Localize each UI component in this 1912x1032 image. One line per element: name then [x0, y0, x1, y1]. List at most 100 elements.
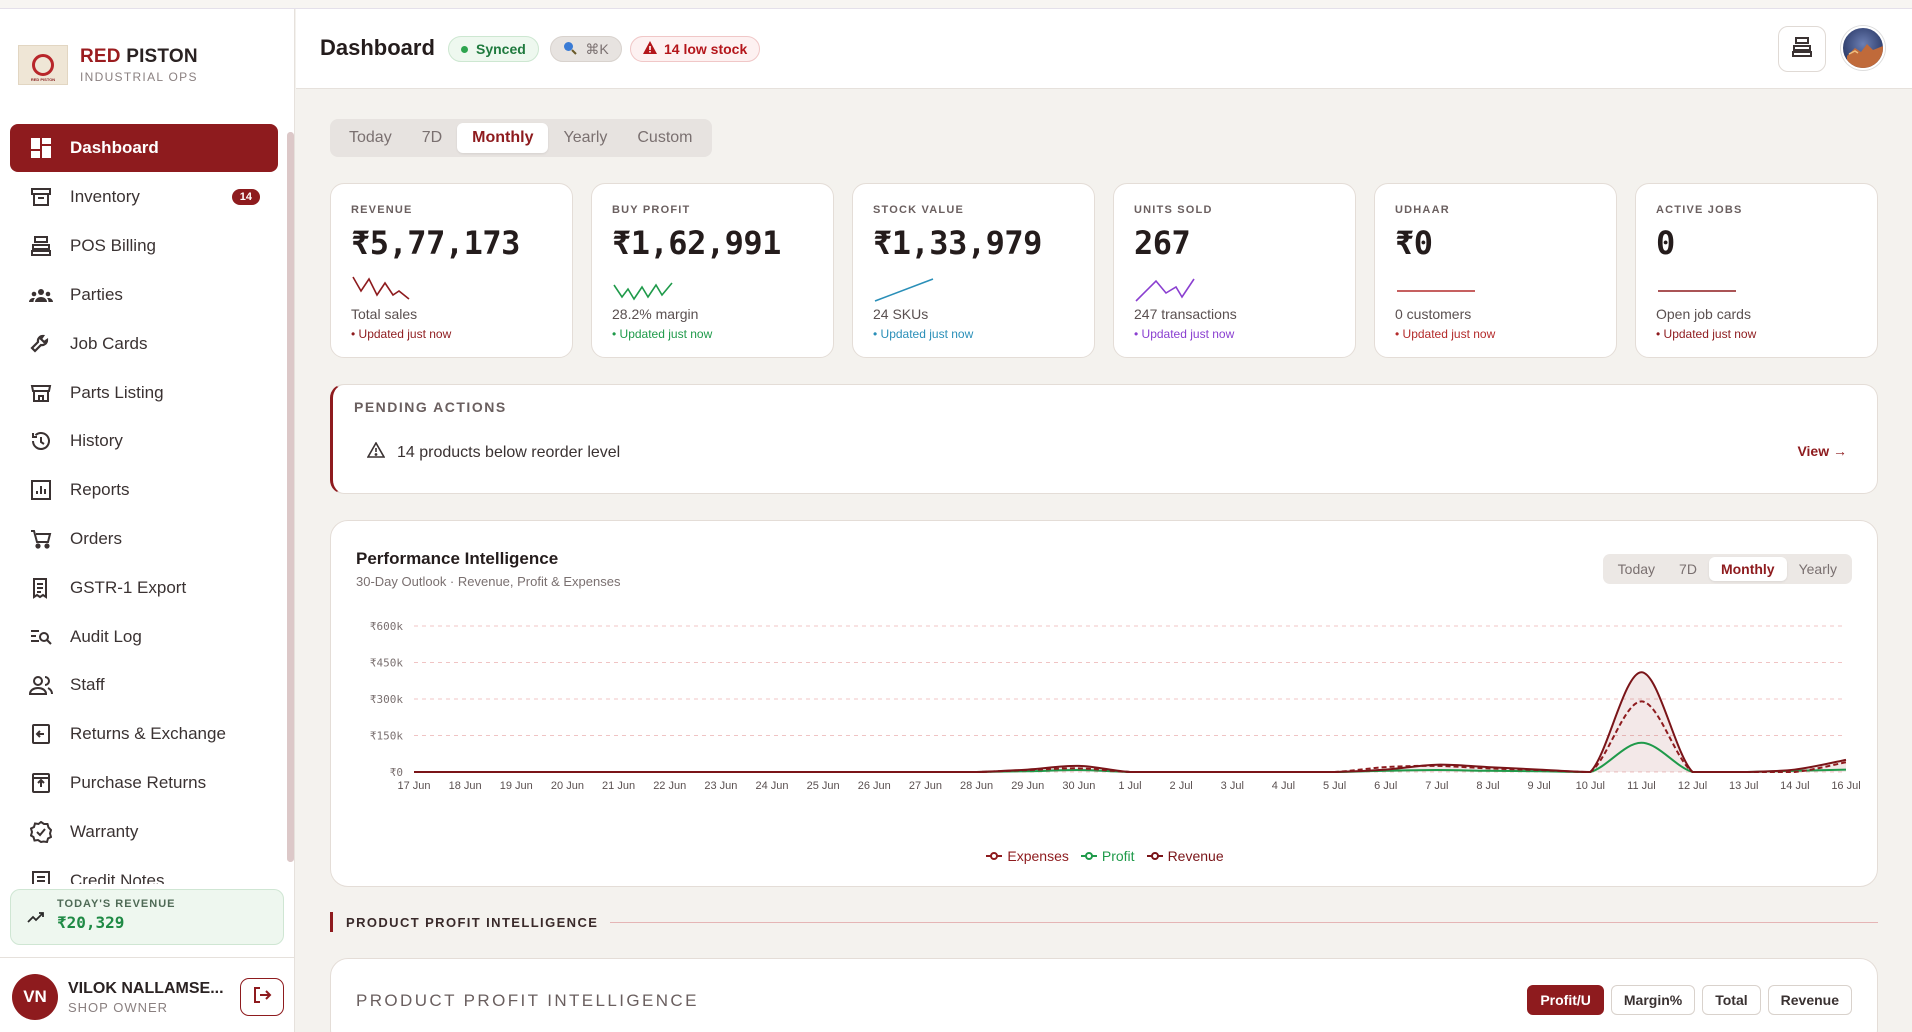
dashboard-icon: [28, 135, 54, 161]
period-tabs: Today 7D Monthly Yearly Custom: [330, 119, 712, 157]
kpi-subtext: 0 customers: [1395, 306, 1472, 322]
sidebar-item-orders[interactable]: Orders: [10, 515, 278, 564]
logout-icon: [252, 985, 272, 1010]
view-pending-link[interactable]: View →: [1797, 443, 1847, 459]
perf-tab-monthly[interactable]: Monthly: [1708, 557, 1787, 581]
sidebar-item-job-cards[interactable]: Job Cards: [10, 319, 278, 368]
kpi-card-udhaar[interactable]: UDHAAR ₹0 0 customers • Updated just now: [1374, 183, 1617, 358]
legend-expenses[interactable]: Expenses: [986, 848, 1069, 864]
x-tick-label: 22 Jun: [653, 780, 686, 792]
x-tick-label: 10 Jul: [1576, 780, 1605, 792]
y-tick-label: ₹150k: [370, 730, 403, 743]
cash-register-icon: [1791, 36, 1813, 63]
kpi-subtext: 28.2% margin: [612, 306, 699, 322]
bar-chart-icon: [28, 477, 54, 503]
kpi-updated: • Updated just now: [873, 327, 974, 341]
sidebar-item-label: Returns & Exchange: [70, 724, 226, 744]
tab-custom[interactable]: Custom: [637, 129, 693, 146]
search-button[interactable]: ⌘K: [550, 36, 622, 62]
x-tick-label: 18 Jun: [449, 780, 482, 792]
kpi-subtext: Open job cards: [1656, 306, 1751, 322]
sidebar-item-label: Audit Log: [70, 626, 142, 646]
perf-tab-yearly[interactable]: Yearly: [1798, 561, 1837, 577]
sidebar-item-audit-log[interactable]: Audit Log: [10, 612, 278, 661]
sidebar-item-credit-notes[interactable]: Credit Notes: [10, 856, 278, 884]
x-tick-label: 14 Jul: [1780, 780, 1809, 792]
sidebar-item-label: Orders: [70, 528, 122, 548]
x-tick-label: 17 Jun: [397, 780, 430, 792]
sidebar-item-staff[interactable]: Staff: [10, 661, 278, 710]
sidebar-item-history[interactable]: History: [10, 417, 278, 466]
sidebar: RED PISTON RED PISTON INDUSTRIAL OPS Das…: [0, 9, 295, 1032]
page-title: Dashboard: [320, 35, 435, 60]
todays-revenue-label: TODAY'S REVENUE: [57, 898, 176, 910]
kpi-label: ACTIVE JOBS: [1656, 204, 1743, 216]
brand-subtitle: INDUSTRIAL OPS: [80, 70, 198, 84]
revenue-button[interactable]: Revenue: [1767, 985, 1852, 1015]
kpi-card-units-sold[interactable]: UNITS SOLD 267 247 transactions • Update…: [1113, 183, 1356, 358]
total-button[interactable]: Total: [1702, 985, 1761, 1015]
todays-revenue-value: ₹20,329: [57, 913, 125, 932]
sidebar-scrollbar[interactable]: [287, 132, 294, 862]
series-line-revenue: [413, 671, 1847, 774]
sidebar-item-dashboard[interactable]: Dashboard: [10, 124, 278, 172]
tab-monthly[interactable]: Monthly: [457, 123, 549, 153]
sidebar-item-purchase-returns[interactable]: Purchase Returns: [10, 759, 278, 808]
x-tick-label: 29 Jun: [1011, 780, 1044, 792]
kpi-card-stock-value[interactable]: STOCK VALUE ₹1,33,979 24 SKUs • Updated …: [852, 183, 1095, 358]
user-role: SHOP OWNER: [68, 1000, 169, 1015]
sidebar-item-label: GSTR-1 Export: [70, 577, 187, 597]
pos-register-button[interactable]: [1778, 26, 1826, 72]
cash-register-icon: [28, 233, 54, 259]
sync-status-badge: Synced: [448, 36, 539, 62]
sidebar-item-parts-listing[interactable]: Parts Listing: [10, 368, 278, 417]
x-tick-label: 27 Jun: [909, 780, 942, 792]
warning-icon: [643, 41, 657, 57]
receipt-icon: [28, 575, 54, 601]
product-profit-card: PRODUCT PROFIT INTELLIGENCE Profit/U Mar…: [330, 958, 1878, 1032]
tab-today[interactable]: Today: [349, 129, 392, 146]
kpi-card-buy-profit[interactable]: BUY PROFIT ₹1,62,991 28.2% margin • Upda…: [591, 183, 834, 358]
kpi-updated: • Updated just now: [612, 327, 713, 341]
sidebar-item-inventory[interactable]: Inventory 14: [10, 173, 278, 222]
tab-7d[interactable]: 7D: [421, 129, 443, 146]
sidebar-item-label: Reports: [70, 480, 130, 500]
perf-tab-today[interactable]: Today: [1617, 561, 1656, 577]
x-tick-label: 6 Jul: [1374, 780, 1397, 792]
kpi-updated: • Updated just now: [1134, 327, 1235, 341]
kpi-label: STOCK VALUE: [873, 204, 965, 216]
x-tick-label: 7 Jul: [1425, 780, 1448, 792]
sidebar-item-warranty[interactable]: Warranty: [10, 807, 278, 856]
sidebar-item-gstr-1-export[interactable]: GSTR-1 Export: [10, 563, 278, 612]
kpi-value: 0: [1656, 224, 1675, 262]
brand[interactable]: RED PISTON RED PISTON INDUSTRIAL OPS: [18, 45, 198, 85]
logout-button[interactable]: [240, 978, 284, 1016]
sidebar-item-pos-billing[interactable]: POS Billing: [10, 222, 278, 271]
sidebar-item-label: Credit Notes: [70, 870, 165, 884]
sidebar-item-label: Job Cards: [70, 333, 148, 353]
sidebar-item-reports[interactable]: Reports: [10, 466, 278, 515]
legend-profit[interactable]: Profit: [1080, 848, 1135, 864]
user-name: VILOK NALLAMSE...: [68, 980, 224, 997]
x-tick-label: 26 Jun: [858, 780, 891, 792]
y-tick-label: ₹600k: [370, 620, 403, 633]
margin-percent-button[interactable]: Margin%: [1610, 985, 1696, 1015]
kpi-card-active-jobs[interactable]: ACTIVE JOBS 0 Open job cards • Updated j…: [1635, 183, 1878, 358]
kpi-card-revenue[interactable]: REVENUE ₹5,77,173 Total sales • Updated …: [330, 183, 573, 358]
profile-avatar[interactable]: [1841, 26, 1885, 70]
avatar[interactable]: VN: [12, 974, 58, 1020]
product-profit-title: PRODUCT PROFIT INTELLIGENCE: [356, 991, 699, 1010]
tab-yearly[interactable]: Yearly: [563, 129, 608, 146]
low-stock-badge[interactable]: 14 low stock: [630, 36, 761, 62]
sidebar-item-parties[interactable]: Parties: [10, 271, 278, 320]
sidebar-item-returns-exchange[interactable]: Returns & Exchange: [10, 710, 278, 759]
perf-tab-7d[interactable]: 7D: [1679, 561, 1697, 577]
pending-actions-card: PENDING ACTIONS 14 products below reorde…: [330, 384, 1878, 494]
profit-per-unit-button[interactable]: Profit/U: [1527, 985, 1604, 1015]
sidebar-item-label: Parts Listing: [70, 382, 164, 402]
warning-triangle-icon: [366, 441, 386, 463]
product-profit-section-header: PRODUCT PROFIT INTELLIGENCE: [330, 912, 1878, 932]
performance-chart[interactable]: ₹0 ₹150k ₹300k ₹450k ₹600k 17 Jun 18 Jun 19 Jun…: [331, 601, 1879, 841]
kpi-subtext: Total sales: [351, 306, 418, 322]
legend-revenue[interactable]: Revenue: [1146, 848, 1224, 864]
